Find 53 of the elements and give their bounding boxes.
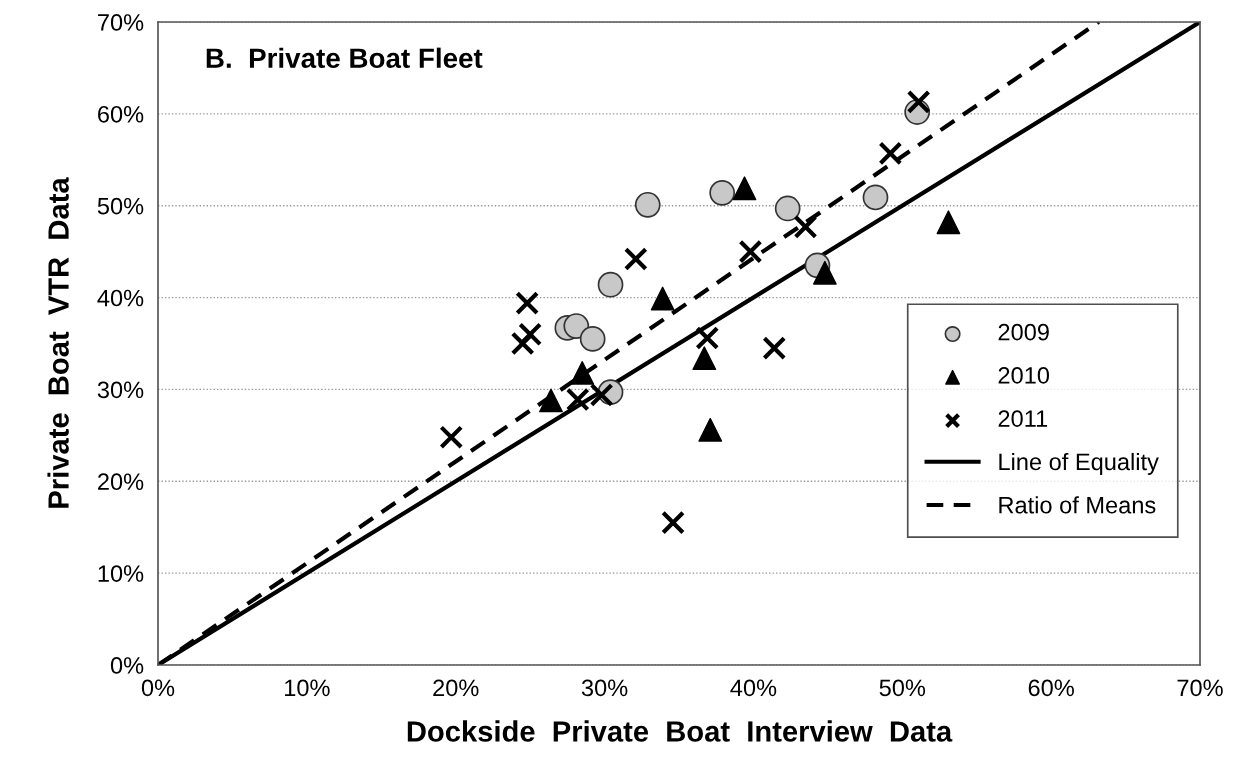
legend-label: 2009 xyxy=(998,323,1049,341)
point xyxy=(709,179,736,206)
point xyxy=(936,210,961,235)
point xyxy=(515,291,540,315)
legend-label: 2010 xyxy=(998,367,1050,384)
point xyxy=(692,346,717,371)
point xyxy=(698,417,723,442)
y-tick-label: 10% xyxy=(98,565,144,582)
text: B. Private Boat Fleet xyxy=(206,47,483,69)
x-tick-label: 0% xyxy=(141,679,175,697)
point xyxy=(570,361,595,385)
legend-label: Line of Equality xyxy=(999,452,1159,475)
point xyxy=(563,313,590,339)
point xyxy=(623,247,648,271)
y-tick-label: 40% xyxy=(97,289,144,307)
point xyxy=(906,90,931,114)
point xyxy=(878,141,903,166)
legend-label: 2011 xyxy=(998,410,1048,427)
x-tick-label: 40% xyxy=(730,679,777,697)
y-tick-label: 50% xyxy=(97,197,144,215)
y-tick-label: 0% xyxy=(110,657,144,674)
point xyxy=(510,331,535,356)
x-axis-title: Dockside Private Boat Interview Data xyxy=(407,720,953,742)
legend-label: Ratio of Means xyxy=(999,496,1156,514)
y-axis-title: Private Boat VTR Data xyxy=(47,177,69,508)
point xyxy=(812,260,837,285)
point xyxy=(661,510,685,535)
y-tick-label: 70% xyxy=(98,14,144,31)
point xyxy=(738,239,763,264)
point xyxy=(579,326,606,352)
point xyxy=(793,214,818,239)
point xyxy=(774,195,801,222)
point xyxy=(695,326,720,350)
point xyxy=(634,191,661,218)
x-tick-label: 20% xyxy=(433,679,479,697)
x-tick-label: 50% xyxy=(879,679,926,697)
point xyxy=(862,184,889,211)
y-tick-label: 60% xyxy=(98,105,144,123)
point xyxy=(732,176,757,201)
point xyxy=(439,425,464,450)
x-tick-label: 10% xyxy=(285,679,330,697)
point xyxy=(565,387,590,412)
point xyxy=(518,322,543,347)
point xyxy=(650,286,675,311)
y-tick-label: 20% xyxy=(98,473,144,491)
point xyxy=(589,383,614,407)
x-tick-label: 30% xyxy=(581,679,628,697)
point xyxy=(597,271,624,298)
point xyxy=(762,336,787,360)
y-tick-label: 30% xyxy=(97,381,144,399)
x-tick-label: 60% xyxy=(1028,679,1074,697)
x-tick-label: 70% xyxy=(1177,679,1223,697)
point xyxy=(539,388,563,413)
